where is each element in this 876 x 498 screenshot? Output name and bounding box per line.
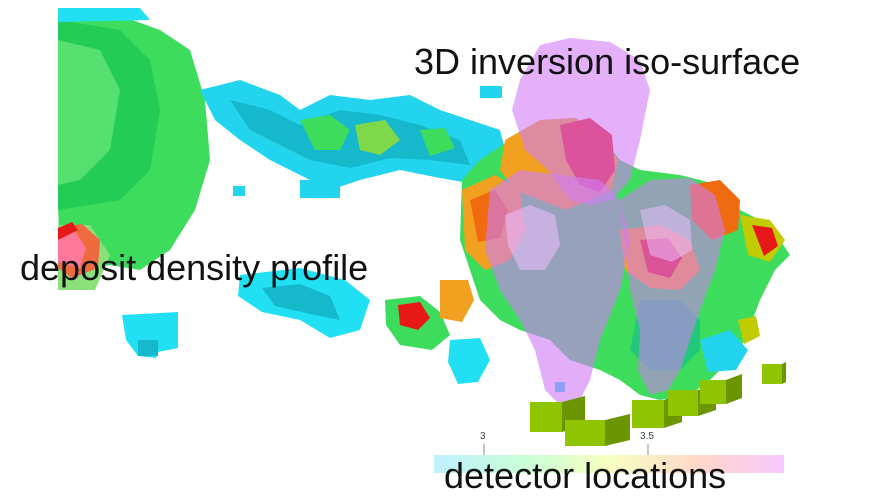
voxel-fragment	[122, 312, 178, 358]
density-profile-band	[58, 40, 120, 185]
voxel-fragment-shade	[262, 284, 340, 320]
detector-block	[530, 402, 562, 432]
detector-block	[632, 400, 664, 428]
detector-block	[565, 420, 605, 446]
iso-surface-highlight	[640, 205, 692, 262]
voxel-block	[233, 186, 245, 196]
density-profile-hotspot	[58, 230, 86, 268]
colorbar-tick-label-3-5: 3.5	[640, 431, 654, 442]
lower-voxel-fragments	[122, 268, 565, 392]
voxel-block	[480, 86, 502, 98]
detector-block-side	[726, 374, 742, 404]
colorbar-tick-label-3: 3	[480, 431, 486, 442]
density-profile-band	[58, 8, 150, 22]
density-profile-edge	[58, 222, 78, 240]
iso-surface-lobe	[512, 38, 650, 205]
voxel-fragment-shade	[138, 340, 158, 356]
voxel-cluster-shade	[230, 100, 470, 168]
detectors	[530, 362, 786, 446]
voxel-fragment	[448, 338, 490, 384]
voxel-cluster-mix	[420, 128, 455, 156]
iso-surface-label: 3D inversion iso-surface	[414, 41, 801, 82]
iso-surface	[485, 38, 725, 405]
detector-block	[668, 390, 698, 416]
body-teal-zone	[700, 330, 748, 372]
voxel-fragment	[440, 280, 474, 322]
detector-block	[700, 380, 726, 404]
colorbar	[434, 444, 784, 473]
density-profile-voxels	[58, 8, 210, 290]
detectors-label: detector locations	[444, 455, 727, 496]
iso-surface-highlight	[505, 205, 560, 270]
voxel-stream	[200, 80, 510, 198]
detector-block	[762, 364, 782, 384]
voxel-cluster-mix	[300, 115, 350, 150]
voxel-fragment-hot	[398, 302, 430, 330]
colorbar-gradient	[434, 455, 784, 473]
detector-block-side	[782, 362, 786, 384]
voxel-block	[300, 180, 340, 198]
detector-block-side	[605, 414, 630, 446]
body-hot-zone	[752, 225, 778, 256]
density-profile-label: deposit density profile	[20, 247, 369, 288]
body-yellow-zone	[738, 316, 760, 344]
voxel-cluster-mix	[355, 120, 400, 155]
